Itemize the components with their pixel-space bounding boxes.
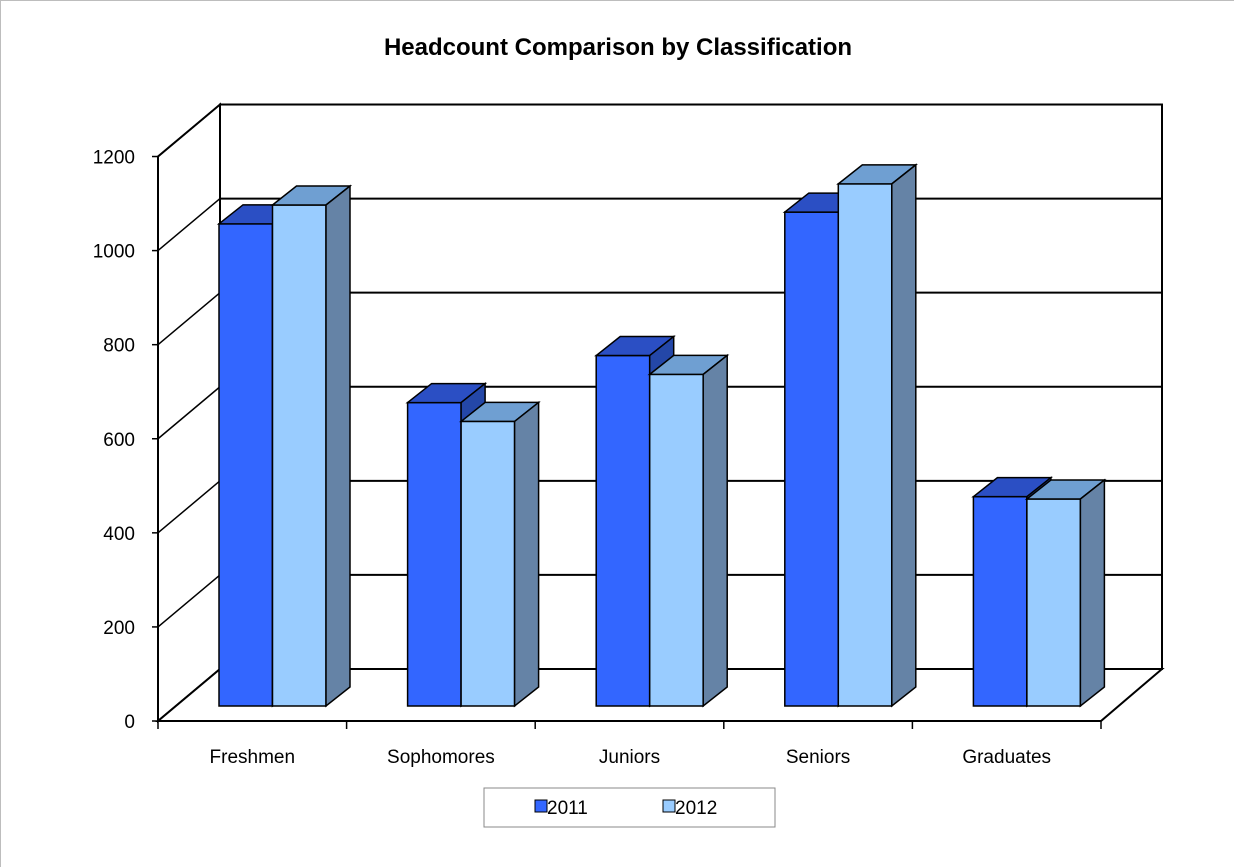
bar-side — [702, 353, 728, 708]
bar — [836, 163, 918, 708]
y-tick-label: 0 — [124, 712, 135, 733]
chart-title: Headcount Comparison by Classification — [384, 34, 852, 61]
bar — [1024, 478, 1107, 708]
bars — [216, 163, 1107, 708]
y-tick-label: 600 — [103, 430, 135, 451]
bar-front — [460, 420, 516, 707]
legend-label-2012: 2012 — [675, 798, 717, 819]
x-tick-label: Graduates — [962, 747, 1051, 768]
bar-side — [325, 184, 351, 708]
x-tick-label: Freshmen — [210, 747, 296, 768]
legend-label-2011: 2011 — [547, 798, 588, 819]
x-tick-label: Sophomores — [387, 747, 495, 768]
gridline-side — [157, 574, 221, 628]
legend-swatch-2011 — [534, 799, 548, 813]
bar-front — [972, 495, 1028, 707]
bar-side — [513, 400, 540, 708]
legend: 2011 2012 — [483, 787, 776, 828]
x-tick-label: Seniors — [786, 747, 850, 768]
bar — [458, 400, 541, 708]
bar-front — [218, 223, 274, 707]
x-axis: Freshmen Sophomores Juniors Seniors Graduate… — [157, 720, 1102, 768]
y-tick-label: 800 — [103, 336, 135, 357]
bar-front — [1026, 498, 1082, 707]
bar — [647, 353, 730, 708]
gridline-side — [157, 198, 221, 252]
bar-front — [595, 354, 651, 707]
legend-box — [483, 787, 776, 828]
bar-front — [406, 401, 462, 707]
bar — [270, 184, 353, 708]
gridline-side — [157, 480, 221, 534]
bar-side — [891, 163, 917, 708]
bar-front — [837, 183, 893, 707]
gridline-side — [157, 386, 221, 440]
bar-front — [271, 204, 327, 707]
legend-swatch-2012 — [662, 799, 676, 813]
y-tick-label: 1200 — [93, 148, 135, 169]
y-tick-label: 400 — [103, 524, 135, 545]
bar-front — [648, 373, 704, 707]
gridline-side — [157, 103, 221, 158]
gridline-side — [157, 292, 221, 346]
bar-front — [784, 211, 840, 707]
y-axis: 0 200 400 600 800 1000 1200 — [93, 148, 159, 733]
y-tick-label: 200 — [103, 618, 135, 639]
bar-side — [1079, 478, 1106, 708]
x-tick-label: Juniors — [599, 747, 660, 768]
y-tick-label: 1000 — [93, 242, 135, 263]
